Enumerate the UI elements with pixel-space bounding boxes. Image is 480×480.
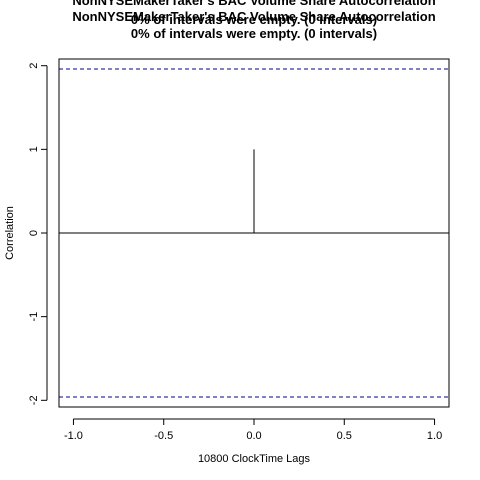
y-tick-label: 1 — [28, 146, 40, 152]
x-axis: -1.0 -0.5 0.0 0.5 1.0 — [64, 418, 442, 442]
x-tick-label: -1.0 — [64, 430, 83, 442]
y-tick-label: 2 — [28, 63, 40, 69]
x-axis-label: 10800 ClockTime Lags — [198, 453, 311, 465]
y-axis-label: Correlation — [4, 206, 16, 260]
x-tick-label: -0.5 — [154, 430, 173, 442]
y-axis: -2 -1 0 1 2 — [28, 63, 48, 405]
y-tick-label: 0 — [28, 230, 40, 236]
x-tick-label: 0.5 — [337, 430, 352, 442]
chart-marks — [59, 68, 449, 398]
x-tick-label: 0.0 — [246, 430, 261, 442]
y-tick-label: -1 — [28, 312, 40, 322]
chart-title-line-1-shadow: NonNYSEMakerTaker's BAC Volume Share Aut… — [72, 0, 435, 8]
chart-title-line-2: 0% of intervals were empty. (0 intervals… — [131, 26, 377, 41]
chart-title-line-2-shadow: 0% of intervals were empty. (0 intervals… — [131, 12, 377, 27]
x-tick-label: 1.0 — [427, 430, 442, 442]
chart-title-line-1: NonNYSEMakerTaker's BAC Volume Share Aut… — [72, 9, 435, 24]
y-tick-label: -2 — [28, 395, 40, 405]
